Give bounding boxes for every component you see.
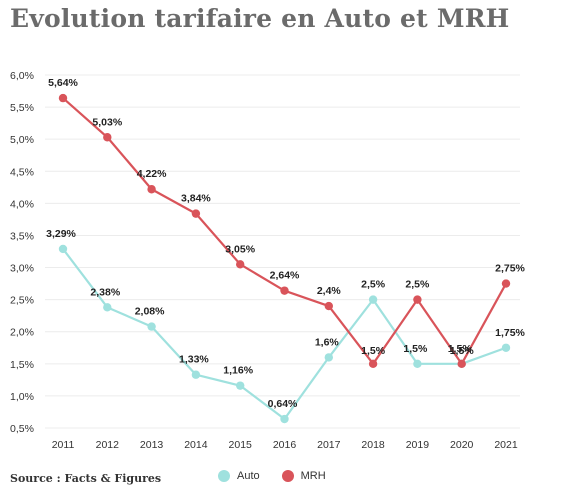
y-tick-label: 3,5% (10, 230, 34, 242)
data-label-mrh: 5,64% (48, 77, 78, 89)
data-label-mrh: 2,5% (405, 279, 430, 291)
series-line-mrh (62, 97, 507, 365)
data-point-mrh (236, 260, 245, 269)
y-tick-label: 3,0% (10, 263, 34, 275)
data-label-auto: 1,16% (223, 365, 253, 377)
y-tick-label: 4,0% (10, 198, 34, 210)
y-tick-label: 2,5% (10, 295, 34, 307)
data-point-mrh (413, 295, 422, 304)
data-point-auto (501, 343, 511, 352)
data-point-auto (413, 359, 422, 369)
data-label-auto: 1,5% (403, 343, 428, 355)
legend-swatch-mrh (281, 470, 294, 482)
data-point-auto (368, 295, 378, 304)
grid-lines (45, 74, 520, 429)
data-label-mrh: 2,4% (317, 285, 342, 297)
data-point-auto (58, 244, 68, 254)
x-tick-label: 2020 (450, 439, 474, 451)
legend-swatch-auto (218, 470, 230, 482)
data-label-mrh: 2,75% (495, 263, 525, 275)
data-label-auto: 2,08% (135, 306, 165, 318)
data-label-mrh: 3,05% (225, 243, 255, 255)
data-point-auto (236, 381, 245, 390)
data-point-auto (103, 303, 112, 312)
data-label-mrh: 4,22% (137, 168, 167, 180)
data-point-mrh (103, 133, 112, 142)
data-point-auto (280, 414, 289, 424)
x-tick-label: 2019 (406, 439, 430, 451)
x-tick-label: 2011 (52, 439, 75, 451)
data-label-mrh: 3,84% (181, 193, 211, 205)
data-label-mrh: 1,5% (361, 345, 386, 357)
data-label-mrh: 5,03% (92, 116, 122, 128)
x-tick-label: 2016 (273, 439, 297, 451)
data-points (58, 93, 511, 424)
data-point-mrh (280, 286, 289, 295)
data-label-auto: 2,5% (361, 279, 386, 291)
data-point-mrh (368, 359, 378, 369)
x-tick-label: 2017 (317, 439, 341, 451)
legend-item-mrh: MRH (281, 470, 326, 482)
data-label-auto: 1,75% (495, 327, 525, 339)
data-label-mrh: 1,5% (450, 345, 475, 357)
data-point-auto (324, 353, 333, 362)
data-label-auto: 1,33% (179, 354, 209, 366)
data-point-mrh (147, 185, 156, 194)
data-label-auto: 0,64% (268, 398, 298, 410)
x-tick-label: 2012 (96, 439, 120, 451)
source-note: Source : Facts & Figures (10, 472, 162, 485)
y-tick-label: 0,5% (10, 423, 34, 435)
x-tick-label: 2021 (494, 439, 518, 451)
y-tick-label: 1,5% (10, 359, 34, 371)
y-tick-label: 4,5% (10, 166, 34, 178)
data-label-auto: 1,5% (448, 343, 473, 355)
x-tick-label: 2015 (229, 439, 253, 451)
series-lines (62, 97, 507, 421)
data-point-mrh (58, 93, 68, 103)
legend-label-auto: Auto (237, 470, 260, 482)
data-point-mrh (191, 209, 201, 218)
y-tick-label: 6,0% (10, 70, 34, 82)
data-point-mrh (324, 301, 333, 311)
x-tick-label: 2013 (140, 439, 164, 451)
data-point-auto (147, 322, 156, 331)
y-tick-label: 5,0% (10, 134, 34, 146)
legend-label-mrh: MRH (300, 470, 326, 482)
data-labels: 3,29% 2,38% 2,08% 1,33% 1,16% 0,64% 1,6% 2,5% 1,… (46, 77, 525, 410)
x-axis-ticks: 2011 2012 2013 2014 2015 2016 2017 2018 2019 2020… (52, 439, 518, 451)
y-tick-label: 2,0% (10, 327, 34, 339)
x-tick-label: 2014 (184, 439, 208, 451)
data-label-mrh: 2,64% (270, 270, 300, 282)
y-axis-ticks: 0,5% 1,0% 1,5% 2,0% 2,5% 3,0% 3,5% 4,0% 4,5% 5,0%… (10, 70, 34, 435)
data-point-mrh (457, 359, 466, 369)
y-tick-label: 1,0% (10, 391, 34, 403)
legend-item-auto: Auto (218, 470, 260, 482)
y-tick-label: 5,5% (10, 102, 34, 114)
data-point-mrh (501, 279, 511, 288)
data-label-auto: 3,29% (46, 228, 76, 240)
x-tick-label: 2018 (361, 439, 385, 451)
data-label-auto: 2,38% (90, 286, 120, 298)
chart-title: Evolution tarifaire en Auto et MRH (10, 4, 510, 33)
data-label-auto: 1,6% (315, 336, 340, 348)
data-point-auto (191, 370, 201, 379)
chart-legend: Auto MRH (218, 470, 326, 482)
